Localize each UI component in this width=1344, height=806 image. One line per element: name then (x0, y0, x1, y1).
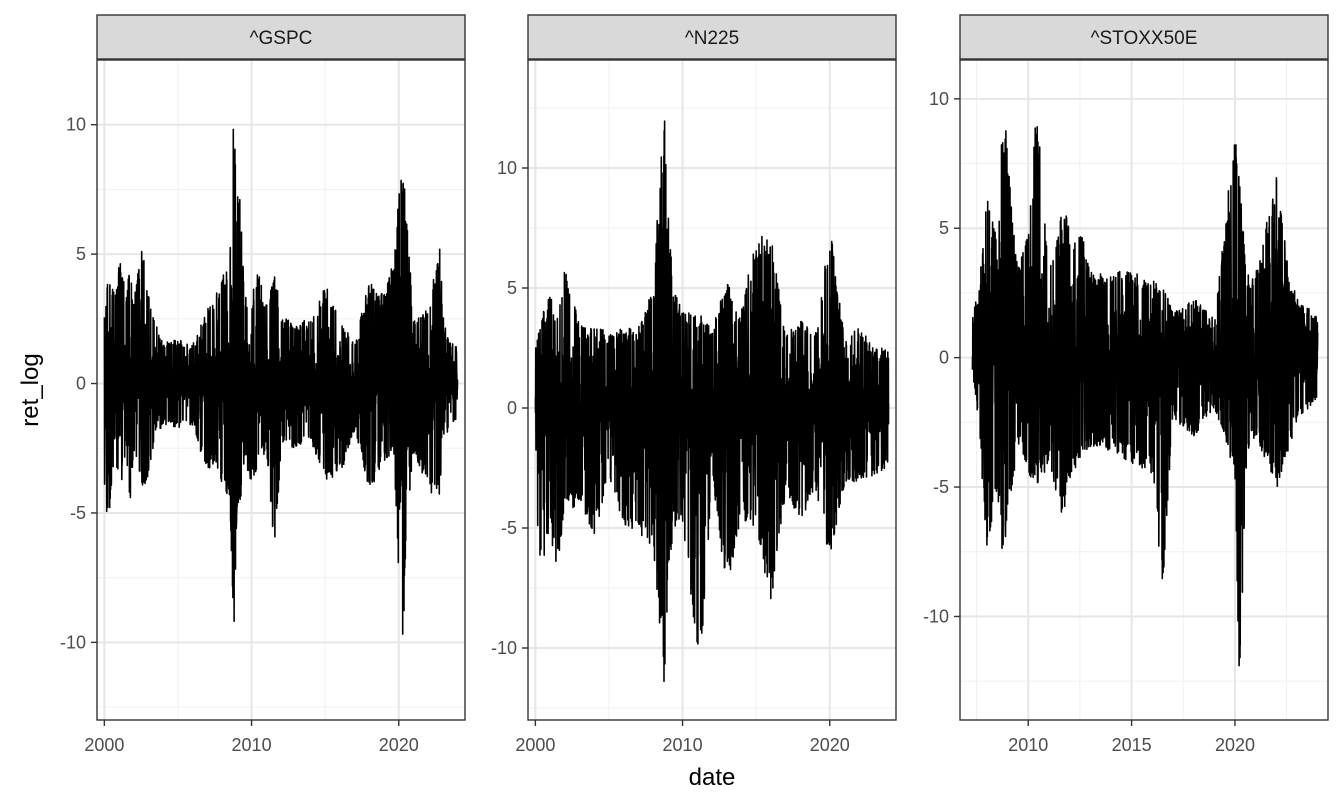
y-axis-title: ret_log (17, 353, 44, 426)
y-tick-label: 10 (929, 89, 949, 109)
facet-strip-label: ^STOXX50E (1091, 28, 1198, 49)
y-tick-label: 0 (507, 398, 517, 418)
facet-strip (527, 14, 897, 60)
facet-panel-2: ^STOXX50E 2010 2015 2020 -10 -5 0 5 10 (923, 14, 1329, 755)
facet-panel-0: ^GSPC 2000 2010 2020 -10 -5 0 5 10 (60, 14, 466, 755)
x-axis-title: date (689, 764, 736, 791)
x-tick-label: 2000 (84, 735, 124, 755)
series-line-1 (534, 120, 890, 682)
series-line-2 (971, 126, 1319, 667)
y-tick-label: 10 (66, 115, 86, 135)
facet-strip-label: ^GSPC (250, 28, 313, 49)
facet-panel-1: ^N225 2000 2010 2020 -10 -5 0 5 10 (491, 14, 897, 755)
y-tick-label: 0 (76, 374, 86, 394)
y-tick-label: 5 (939, 218, 949, 238)
panel-border (527, 59, 897, 721)
y-tick-label: -5 (933, 477, 949, 497)
facet-strip (959, 14, 1329, 60)
x-tick-label: 2010 (1008, 735, 1048, 755)
y-tick-label: 5 (76, 244, 86, 264)
y-tick-label: -10 (923, 606, 949, 626)
y-tick-label: 10 (497, 158, 517, 178)
panel-border (96, 59, 466, 721)
facet-strip (96, 14, 466, 60)
x-tick-label: 2010 (663, 735, 703, 755)
y-tick-label: -10 (60, 632, 86, 652)
y-tick-label: -5 (70, 503, 86, 523)
x-tick-label: 2000 (515, 735, 555, 755)
x-tick-label: 2015 (1112, 735, 1152, 755)
facet-strip-label: ^N225 (685, 28, 739, 49)
y-tick-label: 5 (507, 278, 517, 298)
series-line-0 (103, 128, 459, 635)
x-tick-label: 2020 (810, 735, 850, 755)
panel-border (959, 59, 1329, 721)
x-tick-label: 2020 (379, 735, 419, 755)
y-tick-label: -10 (491, 638, 517, 658)
x-tick-label: 2010 (232, 735, 272, 755)
y-tick-label: -5 (501, 518, 517, 538)
x-tick-label: 2020 (1215, 735, 1255, 755)
y-tick-label: 0 (939, 348, 949, 368)
